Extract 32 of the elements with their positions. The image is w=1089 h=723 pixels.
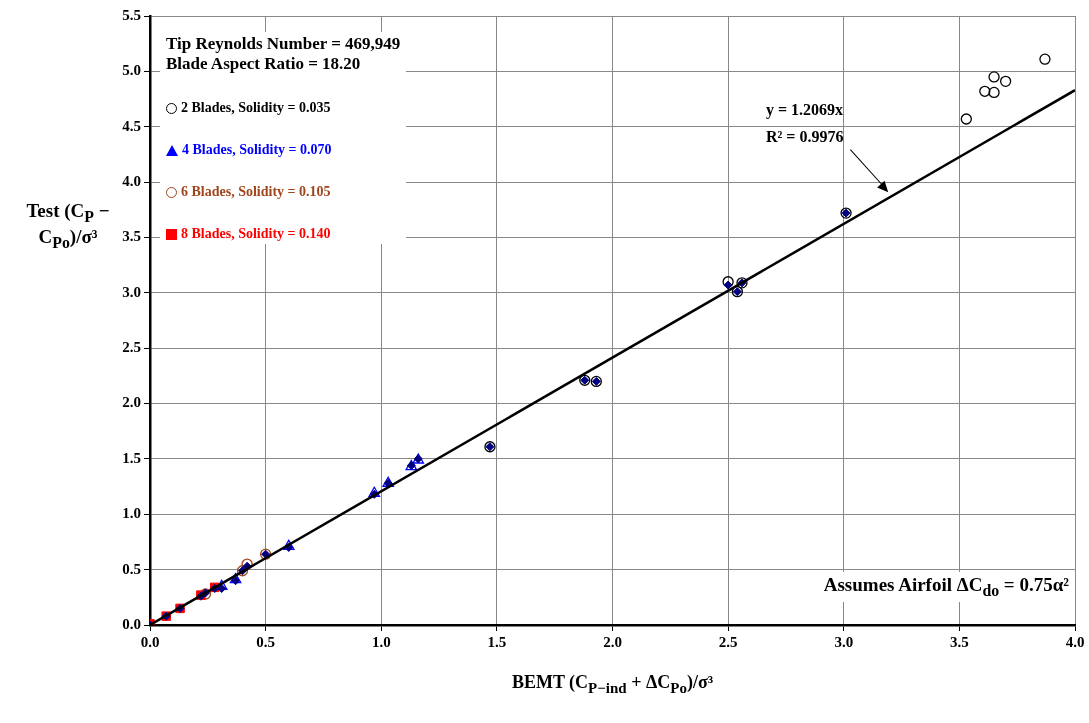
legend-label: 6 Blades, Solidity = 0.105	[181, 184, 331, 200]
annotation: Tip Reynolds Number = 469,949	[166, 34, 401, 54]
y-tick-label: 3.0	[122, 283, 141, 300]
x-tick-label: 1.5	[487, 633, 507, 650]
y-tick-label: 4.5	[122, 117, 141, 134]
annotation: R² = 0.9976	[766, 128, 844, 146]
x-tick-label: 3.5	[950, 633, 969, 650]
y-tick-label: 1.0	[122, 505, 141, 522]
y-tick-label: 2.0	[122, 394, 141, 411]
y-tick-label: 5.0	[122, 62, 141, 79]
y-tick-label: 2.5	[122, 339, 141, 356]
y-tick-label: 1.5	[122, 449, 141, 466]
x-tick-label: 1.0	[371, 633, 391, 650]
x-tick-label: 2.0	[603, 633, 622, 650]
x-tick-label: 3.0	[834, 633, 854, 650]
y-tick-label: 0.0	[122, 615, 141, 632]
y-tick-label: 5.5	[122, 6, 141, 23]
legend-label: 2 Blades, Solidity = 0.035	[181, 100, 331, 116]
y-tick-label: 4.0	[122, 172, 141, 189]
x-tick-label: 0.5	[256, 633, 275, 650]
annotation: Assumes Airfoil ΔC$_{do}$ = 0.75α²	[819, 572, 1073, 602]
x-tick-label: 2.5	[718, 633, 738, 650]
text: Test (C$_{P}$ − C$_{Po}$)/σ³	[26, 200, 110, 251]
annotation: Blade Aspect Ratio = 18.20	[166, 54, 362, 74]
legend-label: 4 Blades, Solidity = 0.070	[182, 142, 332, 158]
x-tick-label: 0.0	[140, 633, 160, 650]
legend-label: 8 Blades, Solidity = 0.140	[181, 226, 331, 242]
y-tick-label: 3.5	[122, 228, 141, 245]
annotation: y = 1.2069x	[766, 101, 844, 119]
x-axis-title: BEMT (C$_{P−ind}$ + ΔC$_{Po}$)/σ³	[510, 672, 715, 697]
y-tick-label: 0.5	[122, 560, 141, 577]
x-tick-label: 4.0	[1065, 633, 1085, 650]
